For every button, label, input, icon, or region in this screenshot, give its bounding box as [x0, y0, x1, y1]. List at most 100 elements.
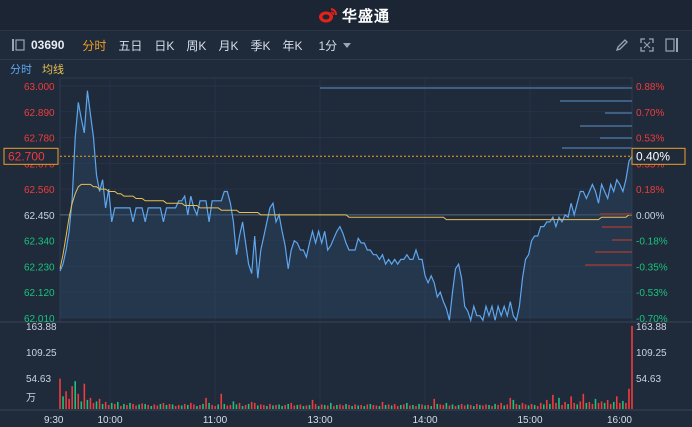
tab-yearly-k[interactable]: 年K: [282, 38, 303, 53]
toolbar-actions: [614, 37, 680, 53]
volume-bar: [409, 405, 411, 409]
volume-bar: [406, 402, 408, 409]
volume-bar: [561, 404, 563, 409]
volume-bar: [360, 404, 363, 409]
tab-daily-k[interactable]: 日K: [154, 38, 175, 53]
volume-bar: [390, 405, 393, 409]
collapse-right-icon[interactable]: [664, 37, 680, 53]
volume-bar: [567, 403, 569, 409]
time-tick-label: 15:00: [517, 415, 542, 426]
volume-bar: [320, 404, 323, 409]
volume-bar: [186, 404, 189, 409]
volume-bar: [135, 405, 137, 409]
volume-bar: [576, 404, 579, 409]
volume-bar: [117, 401, 119, 409]
volume-bar: [98, 398, 101, 409]
volume-bar: [311, 399, 314, 409]
volume-bar: [113, 403, 116, 409]
pct-tick-label: 0.35%: [636, 159, 664, 170]
volume-bar: [357, 405, 359, 409]
volume-bar: [329, 402, 332, 409]
volume-bar: [436, 403, 439, 409]
volume-bar: [104, 401, 107, 409]
tab-intraday[interactable]: 分时: [82, 38, 107, 53]
price-tick-label: 62.120: [24, 288, 55, 299]
volume-bar: [217, 404, 220, 409]
volume-bar: [190, 402, 192, 409]
volume-bar: [168, 403, 171, 409]
volume-bar: [336, 404, 338, 409]
volume-tick-label: 54.63: [26, 374, 51, 385]
volume-tick-label-right: 163.88: [636, 322, 667, 333]
current-price-box: [3, 147, 59, 165]
volume-bar: [174, 405, 177, 409]
volume-bar: [141, 403, 143, 409]
volume-bar: [366, 404, 369, 409]
volume-bar: [393, 403, 396, 409]
volume-bar: [278, 404, 280, 409]
legend-price-line: 分时: [10, 64, 32, 76]
volume-bar: [375, 405, 378, 409]
volume-bar: [89, 397, 92, 409]
tab-five-day[interactable]: 五日: [118, 38, 143, 53]
current-pct-box: [631, 147, 686, 165]
volume-bar: [396, 405, 399, 409]
volume-bar: [552, 394, 554, 409]
volume-bar: [132, 403, 134, 409]
draw-pencil-icon[interactable]: [614, 37, 630, 53]
volume-bar: [521, 402, 524, 409]
volume-bar: [469, 404, 472, 409]
volume-bar: [150, 405, 153, 409]
volume-bar: [491, 405, 493, 409]
tab-quarterly-k[interactable]: 季K: [250, 38, 271, 53]
volume-bar: [533, 404, 536, 409]
volume-bar: [80, 401, 83, 409]
volume-bar: [588, 401, 591, 409]
volume-bar: [62, 396, 64, 409]
volume-bar: [527, 405, 530, 409]
volume-bar: [403, 404, 405, 409]
price-area: [60, 90, 632, 321]
volume-bar: [448, 405, 451, 409]
volume-bar: [326, 405, 329, 409]
volume-bar: [196, 405, 198, 409]
pct-tick-label: 0.88%: [636, 82, 664, 93]
volume-bar: [424, 405, 426, 409]
volume-bar: [333, 405, 335, 409]
volume-bar: [71, 386, 73, 409]
current-pct-label: 0.40%: [636, 149, 670, 163]
tab-weekly-k[interactable]: 周K: [186, 38, 207, 53]
price-tick-label: 62.450: [24, 211, 55, 222]
volume-bar: [418, 403, 420, 409]
volume-bar: [530, 403, 533, 409]
collapse-panel-icon[interactable]: [11, 38, 25, 52]
volume-bar: [585, 402, 588, 409]
volume-bar: [524, 404, 527, 409]
volume-bar: [177, 404, 180, 409]
volume-bar: [600, 401, 603, 409]
volume-bar: [579, 401, 582, 409]
volume-bar: [472, 405, 475, 409]
volume-bar: [369, 403, 372, 409]
volume-bar: [165, 404, 168, 409]
interval-select[interactable]: 1分: [318, 37, 352, 54]
volume-bar: [354, 404, 356, 409]
fullscreen-icon[interactable]: [639, 37, 655, 53]
volume-bar: [156, 405, 159, 409]
volume-bar: [223, 403, 226, 409]
volume-bar: [269, 403, 271, 409]
volume-bar: [536, 405, 539, 409]
interval-label: 1分: [318, 38, 338, 53]
volume-bar: [476, 403, 478, 409]
volume-bar: [415, 405, 417, 409]
volume-bar: [250, 401, 253, 409]
volume-bar: [609, 403, 612, 409]
tab-monthly-k[interactable]: 月K: [218, 38, 239, 53]
volume-bar: [83, 383, 86, 409]
price-tick-label: 62.560: [24, 185, 55, 196]
volume-bar: [253, 402, 256, 409]
volume-bar: [247, 403, 250, 409]
volume-bar: [260, 404, 262, 409]
time-tick-label: 14:00: [412, 415, 437, 426]
